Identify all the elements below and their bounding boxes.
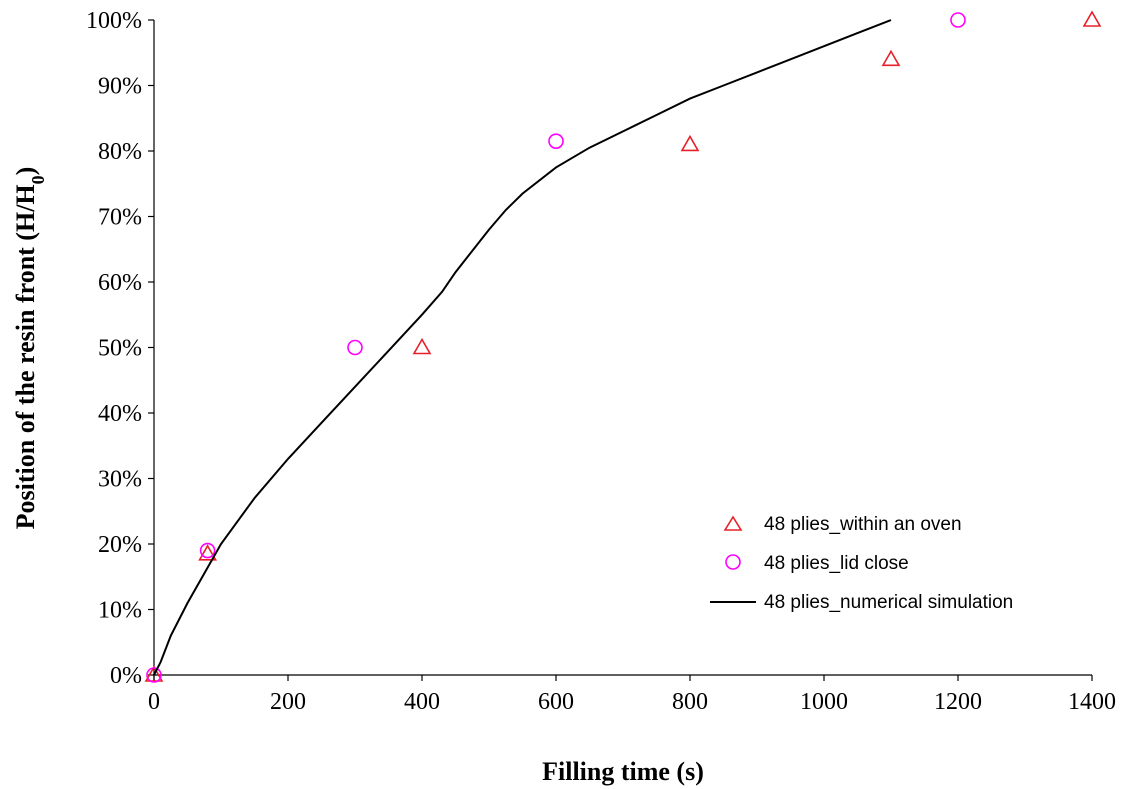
- legend-item-oven: 48 plies_within an oven: [723, 514, 962, 535]
- x-axis-title: Filling time (s): [542, 757, 704, 786]
- y-axis-title-main: Position of the resin front (H/H: [11, 184, 40, 529]
- series-0: [144, 10, 1102, 682]
- y-tick-label: 80%: [98, 139, 142, 165]
- legend-item-lid: 48 plies_lid close: [725, 553, 909, 574]
- y-tick-label: 10%: [98, 598, 142, 624]
- legend-label-lid: 48 plies_lid close: [764, 553, 909, 574]
- oven-point: [198, 544, 217, 561]
- y-axis-title-close: ): [11, 167, 40, 176]
- y-tick-label: 0%: [110, 663, 142, 689]
- y-tick-label: 40%: [98, 401, 142, 427]
- oven-point: [412, 337, 432, 355]
- axes: [148, 19, 1093, 681]
- oven-point: [1082, 10, 1102, 27]
- legend: 48 plies_within an oven 48 plies_lid clo…: [710, 514, 1013, 613]
- lid-close-point: [146, 667, 162, 683]
- y-tick-label: 100%: [86, 8, 142, 34]
- oven-point: [881, 49, 901, 67]
- x-tick-label: 200: [270, 689, 306, 715]
- legend-label-simulation: 48 plies_numerical simulation: [764, 592, 1013, 613]
- oven-point: [144, 665, 164, 682]
- x-tick-label: 1000: [800, 689, 848, 715]
- lid-close-point: [347, 339, 363, 356]
- simulation-line: [153, 19, 892, 676]
- legend-item-simulation: 48 plies_numerical simulation: [710, 592, 1013, 613]
- y-tick-label: 90%: [98, 74, 142, 100]
- y-tick-label: 60%: [98, 270, 142, 296]
- x-tick-label: 800: [672, 689, 708, 715]
- plot-area: [144, 10, 1102, 683]
- x-tick-labels: 0 200 400 600 800 1000 1200 1400: [148, 689, 1116, 715]
- x-tick-label: 600: [538, 689, 574, 715]
- series-2: [153, 19, 892, 676]
- y-tick-labels: 0% 10% 20% 30% 40% 50% 60% 70% 80% 90% 100%: [86, 8, 142, 689]
- lid-close-point: [548, 133, 564, 149]
- legend-marker-triangle: [723, 515, 743, 531]
- lid-close-point: [950, 12, 966, 28]
- y-axis-title-subscript: 0: [28, 175, 48, 184]
- y-tick-label: 20%: [98, 532, 142, 558]
- legend-label-oven: 48 plies_within an oven: [764, 514, 962, 535]
- y-axis-title: Position of the resin front (H/H0): [11, 167, 48, 530]
- series-1: [146, 12, 966, 683]
- x-tick-label: 400: [404, 689, 440, 715]
- y-tick-label: 50%: [98, 336, 142, 362]
- y-tick-label: 30%: [98, 467, 142, 493]
- x-tick-label: 1400: [1068, 689, 1116, 715]
- x-tick-label: 1200: [934, 689, 982, 715]
- legend-marker-circle: [725, 554, 741, 570]
- y-tick-label: 70%: [98, 205, 142, 231]
- lid-close-point: [199, 542, 216, 559]
- x-tick-label: 0: [148, 689, 160, 715]
- oven-point: [680, 134, 700, 152]
